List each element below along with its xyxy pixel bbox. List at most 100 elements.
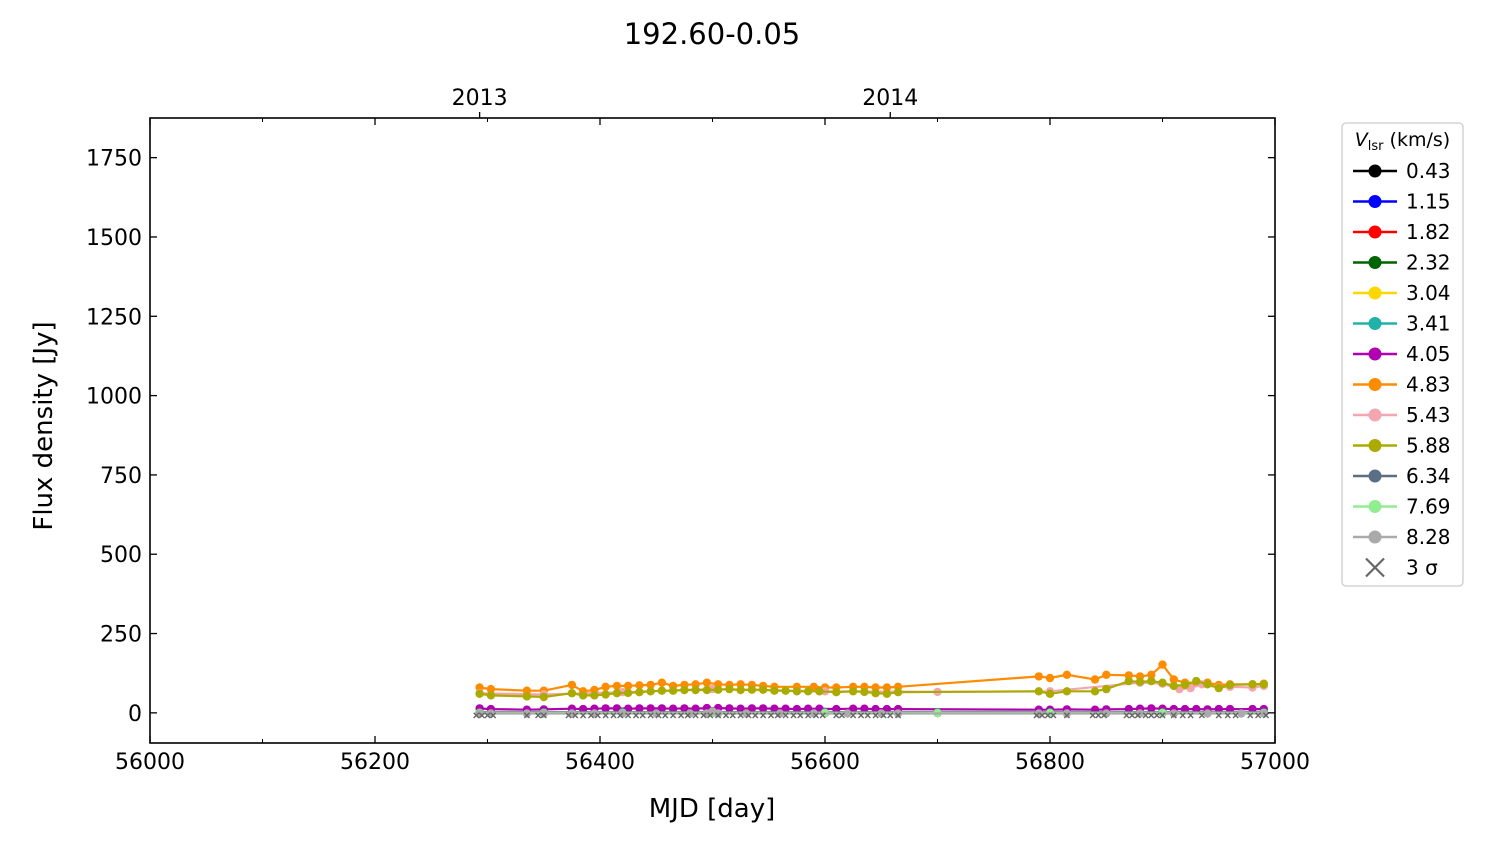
data-point xyxy=(691,685,700,695)
data-point xyxy=(1158,660,1167,669)
data-point xyxy=(601,704,610,713)
legend-marker xyxy=(1368,317,1382,330)
data-point xyxy=(623,681,633,691)
sigma-mark xyxy=(797,712,804,719)
data-point xyxy=(486,691,496,700)
sigma-mark xyxy=(1255,712,1262,719)
data-point xyxy=(590,691,599,700)
sigma-mark xyxy=(880,712,887,719)
data-point xyxy=(657,704,667,713)
data-point xyxy=(725,684,734,694)
sigma-mark xyxy=(490,712,497,719)
data-point xyxy=(882,683,892,692)
data-point xyxy=(590,709,599,718)
data-point xyxy=(522,709,532,718)
sigma-mark xyxy=(1232,712,1239,719)
sigma-mark xyxy=(484,712,491,719)
sigma-mark xyxy=(1033,712,1040,719)
y-tick-label: 250 xyxy=(100,623,142,648)
legend-label: 4.83 xyxy=(1406,373,1451,397)
sigma-mark xyxy=(812,712,820,719)
data-point xyxy=(1045,689,1055,698)
data-point xyxy=(1169,709,1179,718)
legend-label: 3.41 xyxy=(1406,312,1451,336)
data-point xyxy=(601,682,610,691)
sigma-mark xyxy=(1215,712,1222,719)
legend-label: 4.05 xyxy=(1406,342,1451,366)
x-tick-label: 56400 xyxy=(565,750,635,775)
y-tick-label: 1750 xyxy=(86,147,142,172)
data-point xyxy=(860,687,869,697)
legend-marker xyxy=(1368,256,1382,269)
data-point xyxy=(860,704,869,713)
data-point xyxy=(832,688,841,697)
y-tick-label: 750 xyxy=(100,464,142,489)
data-point xyxy=(1259,680,1269,689)
sigma-mark xyxy=(639,712,646,719)
data-point xyxy=(770,686,779,695)
sigma-mark xyxy=(535,712,542,719)
sigma-mark xyxy=(767,712,775,719)
data-point xyxy=(792,687,802,696)
data-point xyxy=(475,689,484,698)
data-point xyxy=(1102,670,1111,679)
data-point xyxy=(758,704,768,713)
data-point xyxy=(1062,670,1072,679)
sigma-mark xyxy=(805,712,812,719)
sigma-mark xyxy=(662,712,669,719)
data-point xyxy=(539,709,548,718)
data-point xyxy=(1192,676,1201,686)
data-point xyxy=(1090,675,1100,684)
data-point xyxy=(1135,677,1145,686)
axes-layer: 56000 56200 56400 56600 56800 57000 0 250 500 750… xyxy=(86,86,1310,775)
sigma-mark xyxy=(1050,712,1057,719)
legend-label: 3 σ xyxy=(1406,556,1438,580)
sigma-mark xyxy=(722,712,730,719)
data-point xyxy=(843,709,852,718)
sigma-mark xyxy=(565,712,572,719)
sigma-mark xyxy=(715,712,722,719)
sigma-mark xyxy=(1198,712,1205,719)
data-point xyxy=(702,678,712,687)
data-point xyxy=(635,681,644,690)
sigma-mark xyxy=(833,712,840,719)
data-point xyxy=(736,685,745,695)
legend-item-4.05: 4.05 xyxy=(1353,342,1451,366)
sigma-mark xyxy=(594,712,601,719)
series-layer xyxy=(475,660,1269,718)
legend-item-sigma: 3 σ xyxy=(1365,556,1438,580)
data-point xyxy=(1147,676,1156,686)
sigma-mark xyxy=(700,712,707,719)
y-tick-label: 1250 xyxy=(86,305,142,330)
data-point xyxy=(486,684,496,694)
sigma-mark xyxy=(1159,712,1166,719)
data-point xyxy=(803,687,813,696)
sigma-mark xyxy=(857,712,865,719)
data-point xyxy=(809,682,818,691)
data-point xyxy=(1248,680,1257,689)
sigma-mark xyxy=(850,712,857,719)
data-point xyxy=(578,691,588,700)
legend-item-4.83: 4.83 xyxy=(1353,373,1451,397)
y-axis-label: Flux density [Jy] xyxy=(29,321,59,530)
sigma-mark xyxy=(707,712,714,719)
year-label: 2013 xyxy=(452,86,508,111)
legend-label: 1.15 xyxy=(1406,190,1451,214)
data-point xyxy=(668,686,678,695)
sigma-mark xyxy=(1095,712,1102,719)
legend-item-1.82: 1.82 xyxy=(1353,220,1451,244)
legend-marker xyxy=(1368,164,1382,178)
sigma-mark xyxy=(752,712,759,719)
legend-marker xyxy=(1368,500,1382,513)
data-point xyxy=(702,685,712,695)
x-tick-label: 57000 xyxy=(1240,750,1310,775)
legend-item-2.32: 2.32 xyxy=(1353,251,1451,275)
data-point xyxy=(601,690,610,699)
data-point xyxy=(713,709,723,718)
sigma-mark xyxy=(1187,712,1194,719)
data-point xyxy=(635,688,644,697)
data-point xyxy=(1180,680,1190,690)
sigma-mark xyxy=(1247,712,1254,719)
sigma-marks-layer xyxy=(473,712,1270,719)
legend-item-5.43: 5.43 xyxy=(1353,403,1451,427)
